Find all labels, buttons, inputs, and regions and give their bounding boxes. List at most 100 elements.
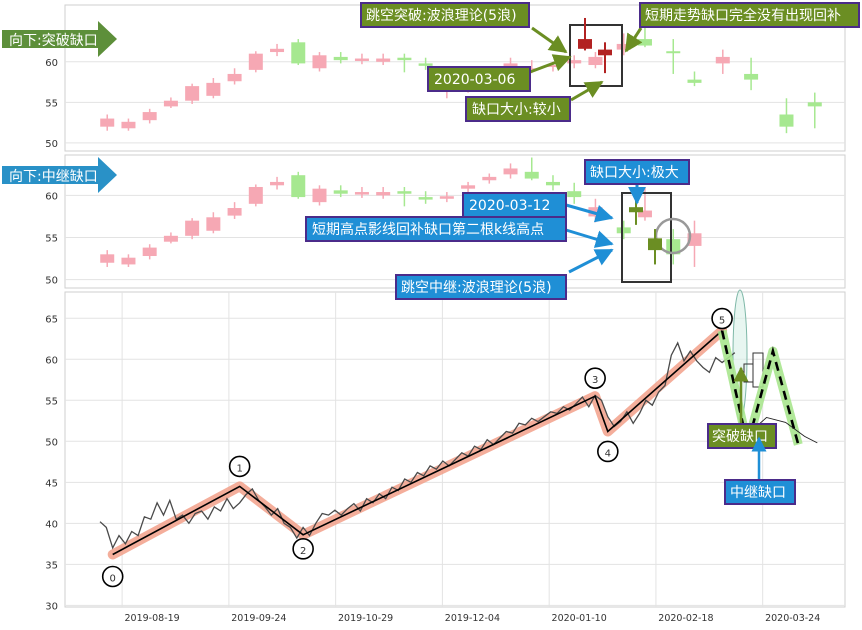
p2-callout-wave: 跳空中继:波浪理论(5浪) xyxy=(395,248,614,300)
p1-candle-body xyxy=(687,79,702,83)
p1-candle-body xyxy=(163,100,178,107)
p2-callout-wave-arrow xyxy=(568,248,614,274)
p1-callout-top-right: 短期走势缺口完全没有出现回补 xyxy=(624,2,860,53)
projection-dashed-line xyxy=(720,330,800,445)
panel-3-lines xyxy=(99,325,818,560)
p3-xtick-label: 2019-08-19 xyxy=(125,613,180,624)
p3-ytick-label: 55 xyxy=(45,396,58,407)
panel-1-grid xyxy=(65,61,845,144)
p1-candle-body xyxy=(418,63,433,66)
p1-candle-body xyxy=(616,43,631,50)
p1-candle-body xyxy=(354,58,369,61)
p1-callout-top-right-text: 短期走势缺口完全没有出现回补 xyxy=(645,7,841,24)
p2-candle-body xyxy=(163,235,178,242)
wave-point-circle xyxy=(101,565,124,588)
p3-ytick-label: 50 xyxy=(45,437,58,448)
p1-gap-candle-body xyxy=(598,49,612,56)
p1-callout-gap-size-arrow xyxy=(570,80,604,102)
p1-callout-gap-size-text: 缺口大小:较小 xyxy=(472,102,561,118)
p1-candle-body xyxy=(333,56,348,61)
p1-callout-top-left-text: 跳空突破:波浪理论(5浪) xyxy=(366,8,517,24)
p1-candle-body xyxy=(637,39,652,46)
p1-candle-body xyxy=(376,58,391,62)
p1-ytick-label: 55 xyxy=(45,98,58,109)
panel-2-yaxis: 50 55 60 xyxy=(45,191,58,286)
p1-candle-body xyxy=(666,51,681,54)
p1-callout-top-left-arrow xyxy=(531,26,568,54)
p2-candle-body xyxy=(503,168,518,175)
p2-candle-body xyxy=(248,186,263,204)
p2-callout-note: 短期高点影线回补缺口第二根k线高点 xyxy=(305,216,614,248)
p1-candle-body xyxy=(227,73,242,82)
p1-callout-top-right-box xyxy=(639,2,860,28)
p1-candle-body xyxy=(715,56,730,64)
p2-callout-wave-text: 跳空中继:波浪理论(5浪) xyxy=(401,280,552,296)
p1-callout-top-right-arrow xyxy=(624,27,643,53)
panel-2-tag-arrow xyxy=(2,157,117,193)
p2-candle-body xyxy=(376,192,391,196)
p2-candle-body xyxy=(270,181,285,186)
p1-candle-body xyxy=(779,114,794,127)
p2-candle-body xyxy=(567,191,582,198)
p1-callout-date-box xyxy=(427,66,531,92)
p2-candle-body xyxy=(637,210,652,218)
p1-callout-top-left-box xyxy=(360,2,530,28)
p1-candle-body xyxy=(121,121,136,129)
p2-candle-body xyxy=(616,227,631,234)
p2-callout-gap-size-text: 缺口大小:极大 xyxy=(590,165,679,181)
p1-candle-body xyxy=(588,56,603,66)
wave-point-circle xyxy=(228,455,251,478)
panel-2-candles xyxy=(100,157,702,267)
p3-ytick-label: 30 xyxy=(45,601,58,612)
p2-callout-date-text: 2020-03-12 xyxy=(469,198,550,214)
p1-ytick-label: 50 xyxy=(45,139,58,150)
wave-point-label: 2 xyxy=(300,546,306,557)
panel-1-yaxis: 50 55 60 xyxy=(45,58,58,150)
panel-1-tag: 向下:突破缺口 xyxy=(2,21,117,57)
p1-candle-body xyxy=(248,53,263,70)
p1-candle-body xyxy=(100,118,115,127)
wave-point-label: 3 xyxy=(592,375,598,386)
p2-ytick-label: 60 xyxy=(45,191,58,202)
panel-3-yaxis: 30 35 40 45 50 55 60 65 xyxy=(45,314,58,612)
p2-candle-body xyxy=(185,220,200,236)
p2-candle-body xyxy=(121,257,136,265)
relay-gap-label: 中继缺口 xyxy=(724,436,796,505)
p2-candle-body xyxy=(439,196,454,199)
p1-candle-body xyxy=(142,112,157,121)
trend-wave-line xyxy=(112,330,723,556)
relay-gap-box-label xyxy=(724,479,796,505)
panel-1-tag-text: 向下:突破缺口 xyxy=(9,33,98,49)
p2-candle-body xyxy=(100,254,115,263)
wave-point-label: 4 xyxy=(605,448,611,459)
p2-ytick-label: 50 xyxy=(45,276,58,287)
wave-point-label: 5 xyxy=(719,316,725,327)
p1-candle-body xyxy=(270,48,285,53)
p1-candle-body xyxy=(291,42,306,64)
p2-callout-note-box xyxy=(305,216,567,242)
p1-ytick-label: 60 xyxy=(45,58,58,69)
p1-gap-candle-body xyxy=(578,39,592,49)
p1-candle-body xyxy=(312,55,327,69)
p1-candle-body xyxy=(807,102,822,107)
p3-ytick-label: 40 xyxy=(45,519,58,530)
panel-2-tag: 向下:中继缺口 xyxy=(2,157,117,193)
breakout-gap-label: 突破缺口 xyxy=(707,366,777,449)
p2-callout-note-arrow xyxy=(565,228,614,248)
p2-callout-date-box xyxy=(462,192,567,218)
panel-3-frame xyxy=(64,291,846,608)
p1-callout-date-text: 2020-03-06 xyxy=(434,72,515,88)
panel-1: 50 55 60 xyxy=(45,4,846,152)
p2-ytick-label: 55 xyxy=(45,233,58,244)
p1-candle-body xyxy=(185,86,200,101)
p2-candle-body xyxy=(482,176,497,181)
p3-xtick-label: 2019-09-24 xyxy=(231,613,286,624)
p3-xtick-label: 2020-03-24 xyxy=(765,613,820,624)
p1-candle-body xyxy=(744,73,759,80)
p3-ytick-label: 65 xyxy=(45,314,58,325)
p2-candle-body xyxy=(418,197,433,200)
p3-xtick-label: 2019-10-29 xyxy=(338,613,393,624)
p1-candle-body xyxy=(397,57,412,61)
wave-point-label: 0 xyxy=(110,574,116,585)
p1-candle-body xyxy=(503,63,518,69)
